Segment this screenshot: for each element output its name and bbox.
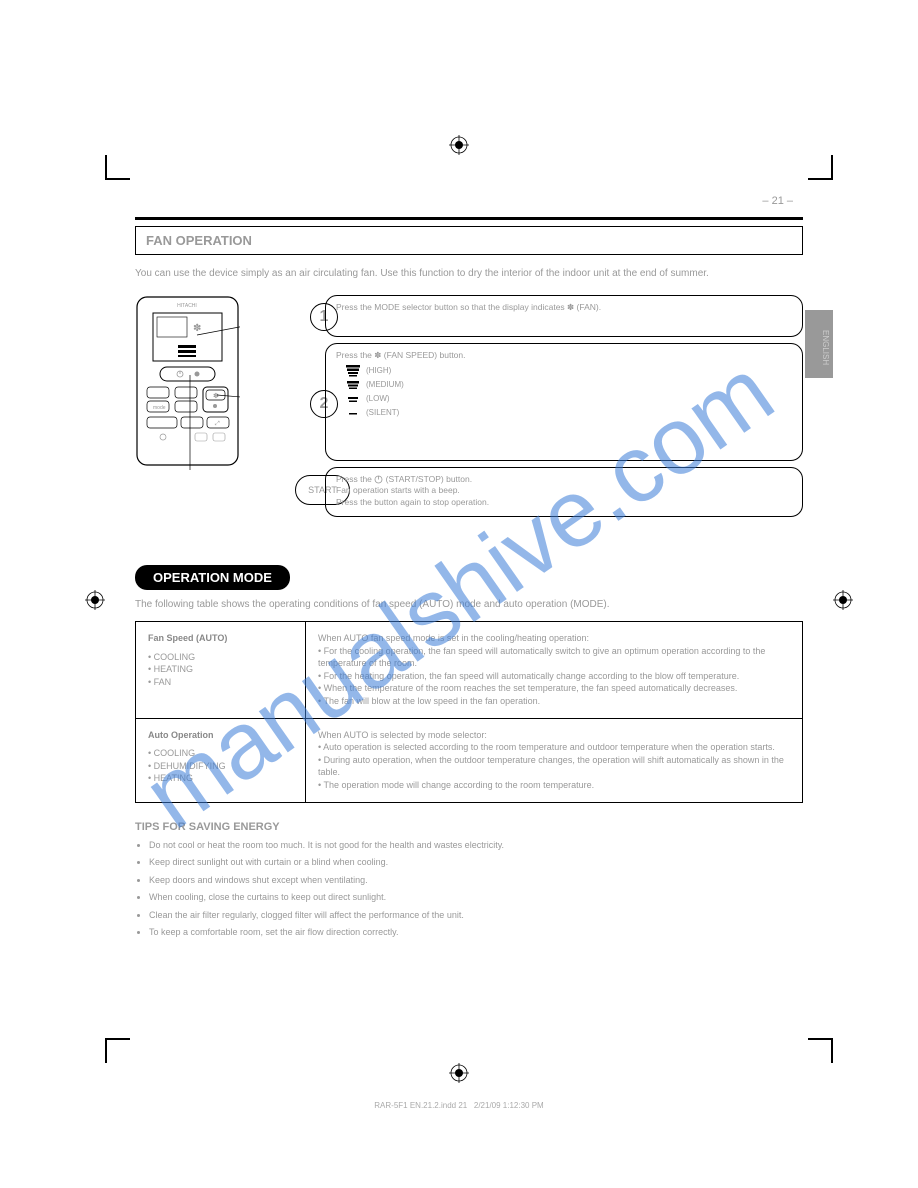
fan-silent-label: (SILENT) — [366, 408, 399, 419]
cell-title: Auto Operation — [148, 729, 293, 742]
cell-title: Fan Speed (AUTO) — [148, 632, 293, 645]
title-rule — [135, 217, 803, 220]
table-cell-left-2: Auto Operation • COOLING • DEHUMIDIFYING… — [136, 718, 306, 802]
table-cell-right-2: When AUTO is selected by mode selector: … — [306, 718, 803, 802]
callout-3-line3: Press the button again to stop operation… — [336, 497, 792, 508]
tips-title: TIPS FOR SAVING ENERGY — [135, 821, 803, 833]
svg-text:✽: ✽ — [193, 323, 201, 334]
registration-mark-top — [449, 135, 469, 155]
callout-box-1: Press the MODE selector button so that t… — [325, 295, 803, 337]
tip-item: Keep doors and windows shut except when … — [149, 874, 803, 888]
table-cell-left-1: Fan Speed (AUTO) • COOLING • HEATING • F… — [136, 622, 306, 719]
registration-mark-right — [833, 590, 853, 610]
fan-icon: ✽ — [374, 350, 381, 360]
table-row: Fan Speed (AUTO) • COOLING • HEATING • F… — [136, 622, 803, 719]
fan-bars-silent-icon — [346, 407, 360, 419]
callout-box-2: Press the ✽ (FAN SPEED) button. (HIGH) (… — [325, 343, 803, 461]
diagram-area: HITACHI ✽ mode — [135, 295, 803, 535]
remote-control-diagram: HITACHI ✽ mode — [135, 295, 240, 470]
table-cell-right-1: When AUTO fan speed mode is set in the c… — [306, 622, 803, 719]
crop-mark-tr — [793, 155, 833, 195]
registration-mark-bottom — [449, 1063, 469, 1083]
fan-high-label: (HIGH) — [366, 366, 391, 377]
tip-item: Clean the air filter regularly, clogged … — [149, 909, 803, 923]
fan-bars-high-icon — [346, 365, 360, 377]
callout-3-line1: Press the (START/STOP) button. — [336, 474, 792, 485]
section-note: The following table shows the operating … — [135, 598, 803, 611]
footer-filename: RAR-5F1 EN.21.2.indd 21 2/21/09 1:12:30 … — [374, 1101, 543, 1110]
english-label: ENGLISH — [821, 330, 830, 365]
bullet-item: • DEHUMIDIFYING — [148, 760, 293, 773]
tip-item: To keep a comfortable room, set the air … — [149, 926, 803, 940]
svg-text:HITACHI: HITACHI — [177, 303, 197, 309]
fan-icon: ✽ — [567, 302, 574, 312]
callout-1-text: Press the MODE selector button so that t… — [336, 302, 601, 312]
fan-bars-low-icon — [346, 393, 360, 405]
fan-speed-column-1: (HIGH) (MEDIUM) (LOW) (SILENT) — [346, 365, 404, 421]
callout-3-line2: Fan operation starts with a beep. — [336, 485, 792, 496]
bullet-item: • COOLING — [148, 747, 293, 760]
crop-mark-br — [793, 1023, 833, 1063]
tips-list: Do not cool or heat the room too much. I… — [135, 839, 803, 940]
bullet-item: • COOLING — [148, 651, 293, 664]
fan-bars-med-icon — [346, 379, 360, 391]
intro-text: You can use the device simply as an air … — [135, 267, 803, 280]
operation-mode-table: Fan Speed (AUTO) • COOLING • HEATING • F… — [135, 621, 803, 803]
svg-text:⤢: ⤢ — [215, 420, 220, 427]
crop-mark-tl — [105, 155, 145, 195]
tip-item: When cooling, close the curtains to keep… — [149, 891, 803, 905]
bullet-item: • FAN — [148, 676, 293, 689]
page-number: – 21 – — [762, 195, 793, 207]
power-icon — [374, 475, 383, 484]
table-row: Auto Operation • COOLING • DEHUMIDIFYING… — [136, 718, 803, 802]
fan-med-label: (MEDIUM) — [366, 380, 404, 391]
svg-text:✽: ✽ — [213, 392, 219, 400]
callout-2-text: Press the ✽ (FAN SPEED) button. — [336, 350, 792, 361]
tip-item: Do not cool or heat the room too much. I… — [149, 839, 803, 853]
registration-mark-left — [85, 590, 105, 610]
callout-box-3: Press the (START/STOP) button. Fan opera… — [325, 467, 803, 517]
crop-mark-bl — [105, 1023, 145, 1063]
bullet-item: • HEATING — [148, 772, 293, 785]
svg-text:mode: mode — [153, 405, 166, 411]
tip-item: Keep direct sunlight out with curtain or… — [149, 856, 803, 870]
page-content: – 21 – FAN OPERATION You can use the dev… — [135, 195, 803, 1028]
fan-low-label: (LOW) — [366, 394, 390, 405]
section-title-fan-operation: FAN OPERATION — [135, 226, 803, 255]
bullet-item: • HEATING — [148, 663, 293, 676]
section-header-operation-mode: OPERATION MODE — [135, 565, 290, 590]
